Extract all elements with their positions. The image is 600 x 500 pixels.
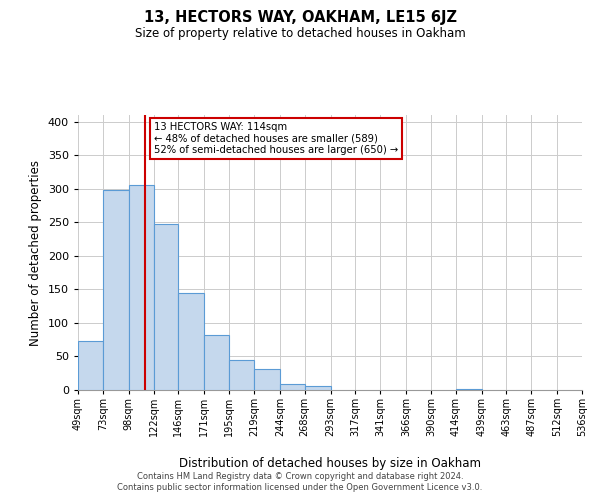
Bar xyxy=(178,294,204,390)
Text: Contains public sector information licensed under the Open Government Licence v3: Contains public sector information licen… xyxy=(118,484,482,492)
Bar xyxy=(254,368,280,390)
Bar xyxy=(103,190,129,390)
Bar xyxy=(129,186,154,390)
Bar xyxy=(78,341,103,390)
Text: 13 HECTORS WAY: 114sqm
← 48% of detached houses are smaller (589)
52% of semi-de: 13 HECTORS WAY: 114sqm ← 48% of detached… xyxy=(154,122,398,155)
Bar xyxy=(204,335,229,390)
Bar xyxy=(456,388,482,390)
Text: 13, HECTORS WAY, OAKHAM, LE15 6JZ: 13, HECTORS WAY, OAKHAM, LE15 6JZ xyxy=(143,10,457,25)
Bar xyxy=(229,360,254,390)
Text: Size of property relative to detached houses in Oakham: Size of property relative to detached ho… xyxy=(134,28,466,40)
Text: Distribution of detached houses by size in Oakham: Distribution of detached houses by size … xyxy=(179,458,481,470)
Y-axis label: Number of detached properties: Number of detached properties xyxy=(29,160,42,346)
Bar xyxy=(305,386,331,390)
Text: Contains HM Land Registry data © Crown copyright and database right 2024.: Contains HM Land Registry data © Crown c… xyxy=(137,472,463,481)
Bar xyxy=(154,224,178,390)
Bar xyxy=(280,384,305,390)
